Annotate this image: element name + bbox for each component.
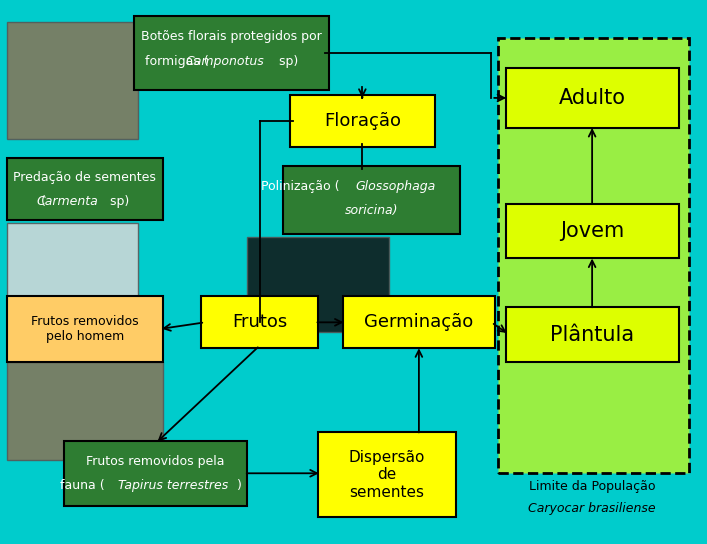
FancyBboxPatch shape xyxy=(64,441,247,506)
Text: fauna (: fauna ( xyxy=(60,479,105,492)
Text: Floração: Floração xyxy=(324,112,401,130)
FancyBboxPatch shape xyxy=(498,38,689,473)
FancyBboxPatch shape xyxy=(201,296,318,348)
Text: Tapirus terrestres: Tapirus terrestres xyxy=(118,479,228,492)
FancyBboxPatch shape xyxy=(283,166,460,234)
FancyBboxPatch shape xyxy=(290,95,435,147)
FancyBboxPatch shape xyxy=(247,237,389,332)
FancyBboxPatch shape xyxy=(506,204,679,258)
FancyBboxPatch shape xyxy=(7,158,163,220)
FancyBboxPatch shape xyxy=(7,22,138,139)
Text: Plântula: Plântula xyxy=(550,325,634,344)
Text: Limite da População: Limite da População xyxy=(529,480,655,493)
Text: Predação de sementes: Predação de sementes xyxy=(13,171,156,183)
Text: formigas (: formigas ( xyxy=(145,55,209,67)
FancyBboxPatch shape xyxy=(506,307,679,362)
Text: Frutos removidos pela: Frutos removidos pela xyxy=(86,455,225,468)
FancyBboxPatch shape xyxy=(7,223,138,318)
Text: Camponotus: Camponotus xyxy=(185,55,264,67)
FancyBboxPatch shape xyxy=(343,296,495,348)
Text: Frutos: Frutos xyxy=(232,313,288,331)
Text: Dispersão
de
sementes: Dispersão de sementes xyxy=(349,450,426,499)
Text: Adulto: Adulto xyxy=(559,88,626,108)
Text: soricina): soricina) xyxy=(344,205,398,217)
Text: Polinização (: Polinização ( xyxy=(261,180,339,193)
FancyBboxPatch shape xyxy=(506,68,679,128)
Text: Botões florais protegidos por: Botões florais protegidos por xyxy=(141,30,322,43)
Text: Frutos removidos
pelo homem: Frutos removidos pelo homem xyxy=(31,315,139,343)
Text: sp): sp) xyxy=(276,55,298,67)
FancyBboxPatch shape xyxy=(7,362,163,460)
FancyBboxPatch shape xyxy=(318,432,456,517)
Text: Caryocar brasiliense: Caryocar brasiliense xyxy=(528,502,656,515)
Text: Jovem: Jovem xyxy=(560,221,624,241)
FancyBboxPatch shape xyxy=(134,16,329,90)
Text: (: ( xyxy=(41,195,46,207)
Text: Germinação: Germinação xyxy=(364,313,474,331)
Text: ): ) xyxy=(237,479,242,492)
FancyBboxPatch shape xyxy=(7,296,163,362)
Text: sp): sp) xyxy=(106,195,129,207)
Text: Carmenta: Carmenta xyxy=(36,195,98,207)
Text: Glossophaga: Glossophaga xyxy=(356,180,436,193)
